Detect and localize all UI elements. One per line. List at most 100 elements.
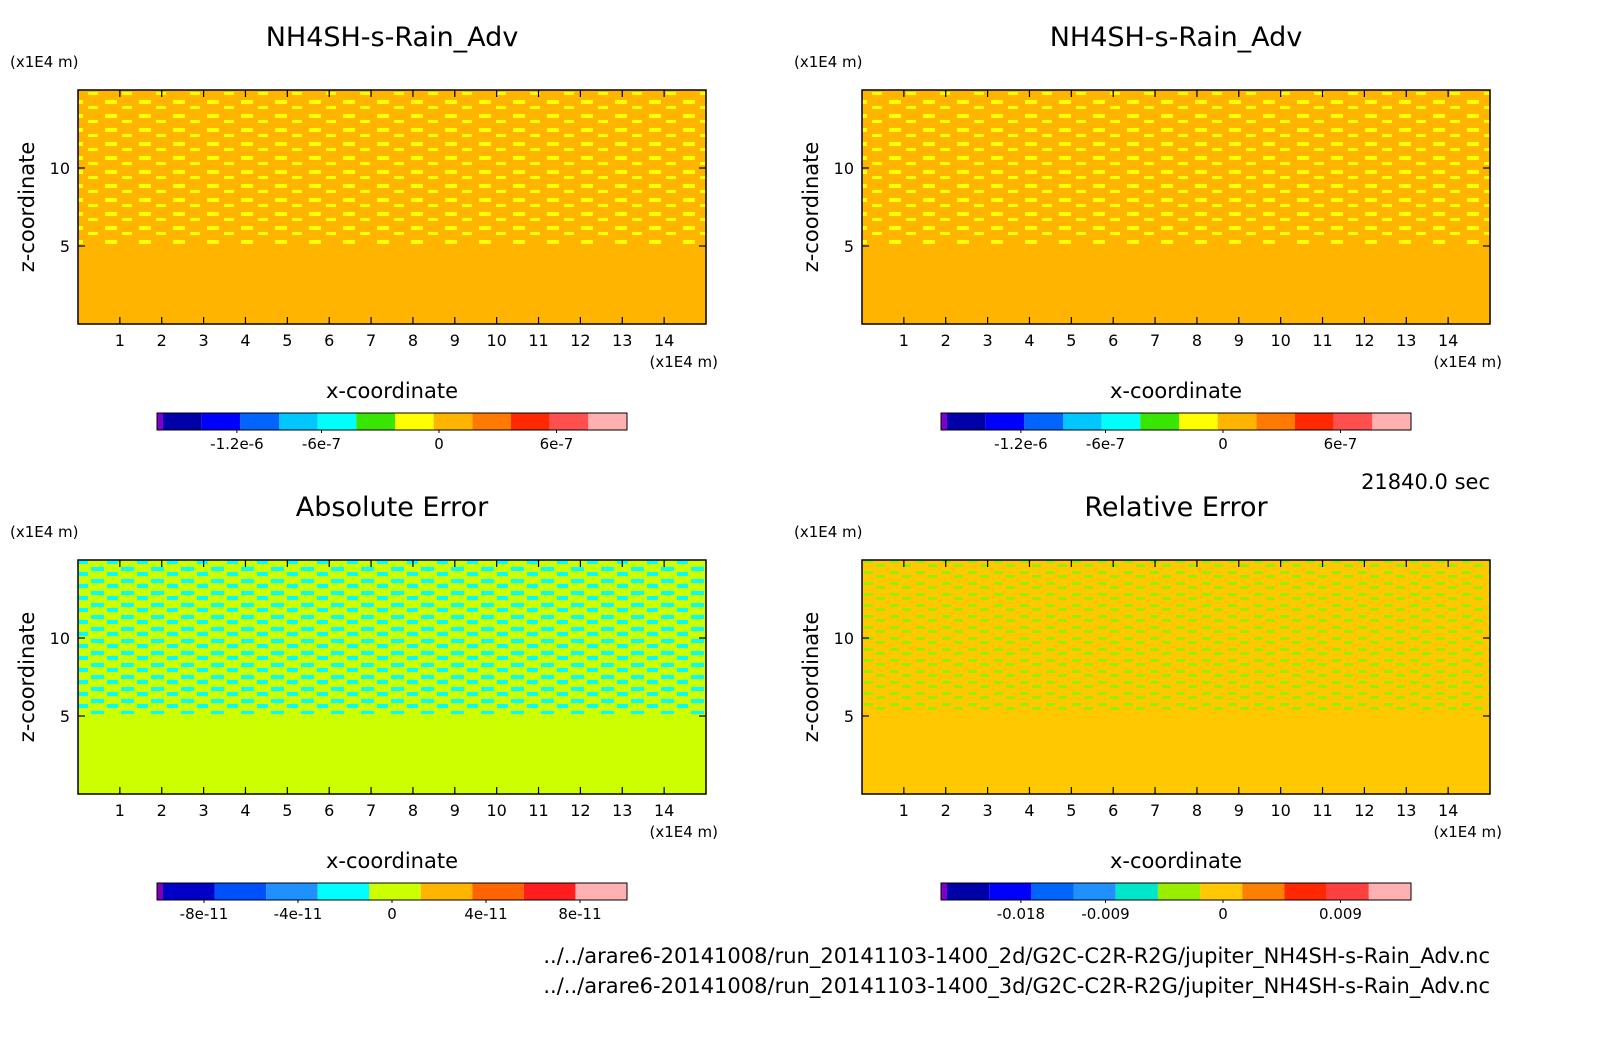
x-tick-label: 1 bbox=[899, 331, 909, 350]
y-tick-label: 5 bbox=[844, 707, 854, 726]
x-tick-label: 10 bbox=[486, 331, 506, 350]
colorbar-segment bbox=[157, 413, 163, 430]
x-tick-label: 11 bbox=[1312, 331, 1332, 350]
x-tick-label: 5 bbox=[282, 801, 292, 820]
heatmap-lower-region bbox=[862, 714, 1490, 794]
x-tick-label: 11 bbox=[1312, 801, 1332, 820]
x-tick-label: 6 bbox=[324, 331, 334, 350]
time-label: 21840.0 sec bbox=[1361, 470, 1490, 494]
colorbar-segment bbox=[1368, 883, 1411, 900]
panel-2: NH4SH-s-Rain_Adv(x1E4 m)1 2 3 4 5 6 7 8 9 10 11 12 1… bbox=[794, 22, 1502, 453]
x-tick-label: 2 bbox=[157, 331, 167, 350]
colorbar-segment bbox=[1101, 413, 1141, 430]
panel-4: Relative Error(x1E4 m)1 2 3 4 5 6 7 8 9 10 11 12 13 1… bbox=[794, 492, 1502, 923]
colorbar-tick-label: 8e-11 bbox=[558, 905, 601, 923]
x-tick-label: 1 bbox=[115, 331, 125, 350]
x-tick-label: 10 bbox=[1270, 801, 1290, 820]
heatmap-lower-region bbox=[78, 244, 706, 324]
heatmap-lower-region bbox=[78, 714, 706, 794]
x-unit-label: (x1E4 m) bbox=[1433, 823, 1502, 841]
colorbar-segment bbox=[1333, 413, 1373, 430]
colorbar-tick-label: 0 bbox=[1218, 435, 1228, 453]
colorbar-segment bbox=[1115, 883, 1158, 900]
colorbar-segment bbox=[356, 413, 395, 430]
x-tick-label: 3 bbox=[983, 331, 993, 350]
colorbar-segment bbox=[240, 413, 279, 430]
colorbar-segment bbox=[511, 413, 550, 430]
y-axis-label: z-coordinate bbox=[15, 142, 39, 273]
colorbar-tick-label: -1.2e-6 bbox=[210, 435, 263, 453]
colorbar-segment bbox=[1073, 883, 1116, 900]
y-axis-label: z-coordinate bbox=[799, 142, 823, 273]
colorbar-tick-label: 0 bbox=[387, 905, 397, 923]
x-tick-label: 8 bbox=[1192, 331, 1202, 350]
panel-1: NH4SH-s-Rain_Adv(x1E4 m)1 2 3 4 5 6 7 8 9 10 11 12 1… bbox=[10, 22, 718, 453]
y-tick-label: 5 bbox=[844, 237, 854, 256]
colorbar-segment bbox=[523, 883, 576, 900]
x-tick-label: 14 bbox=[1438, 801, 1458, 820]
colorbar-segment bbox=[163, 883, 215, 900]
x-tick-label: 8 bbox=[408, 331, 418, 350]
x-tick-label: 3 bbox=[199, 331, 209, 350]
x-tick-label: 13 bbox=[1396, 801, 1416, 820]
x-tick-label: 13 bbox=[1396, 331, 1416, 350]
colorbar-segment bbox=[266, 883, 318, 900]
x-tick-label: 14 bbox=[654, 331, 674, 350]
x-tick-label: 2 bbox=[941, 801, 951, 820]
y-tick-label: 10 bbox=[50, 629, 70, 648]
x-tick-label: 4 bbox=[1024, 331, 1034, 350]
x-tick-label: 3 bbox=[983, 801, 993, 820]
colorbar-segment bbox=[588, 413, 627, 430]
colorbar-segment bbox=[947, 883, 990, 900]
colorbar-segment bbox=[985, 413, 1025, 430]
colorbar-tick-label: -6e-7 bbox=[1086, 435, 1125, 453]
y-tick-label: 10 bbox=[834, 159, 854, 178]
colorbar-segment bbox=[1140, 413, 1179, 430]
x-axis-label: x-coordinate bbox=[1110, 379, 1242, 403]
panel-title: NH4SH-s-Rain_Adv bbox=[1050, 22, 1303, 53]
colorbar-frame bbox=[940, 412, 1412, 431]
colorbar-segment bbox=[157, 883, 163, 900]
y-unit-label: (x1E4 m) bbox=[794, 523, 863, 541]
x-tick-label: 10 bbox=[486, 801, 506, 820]
colorbar-tick-label: 0 bbox=[1218, 905, 1228, 923]
x-tick-label: 13 bbox=[612, 801, 632, 820]
plot-frame bbox=[77, 559, 707, 795]
x-tick-label: 5 bbox=[282, 331, 292, 350]
colorbar-segment bbox=[1242, 883, 1285, 900]
y-unit-label: (x1E4 m) bbox=[794, 53, 863, 71]
x-tick-label: 8 bbox=[408, 801, 418, 820]
x-tick-label: 7 bbox=[366, 331, 376, 350]
colorbar-segment bbox=[472, 883, 524, 900]
colorbar-segment bbox=[941, 883, 947, 900]
x-tick-label: 1 bbox=[115, 801, 125, 820]
x-tick-label: 4 bbox=[240, 801, 250, 820]
colorbar-tick-label: -0.018 bbox=[997, 905, 1045, 923]
file-path-2d: ../../arare6-20141008/run_20141103-1400_… bbox=[543, 944, 1490, 969]
x-tick-label: 10 bbox=[1270, 331, 1290, 350]
x-unit-label: (x1E4 m) bbox=[649, 823, 718, 841]
colorbar-segment bbox=[1024, 413, 1063, 430]
x-tick-label: 9 bbox=[1234, 331, 1244, 350]
colorbar-segment bbox=[317, 883, 370, 900]
y-axis-label: z-coordinate bbox=[15, 612, 39, 743]
panel-title: Absolute Error bbox=[296, 492, 489, 523]
x-tick-label: 13 bbox=[612, 331, 632, 350]
x-tick-label: 7 bbox=[1150, 801, 1160, 820]
colorbar-tick-label: 0.009 bbox=[1319, 905, 1362, 923]
colorbar-tick-label: 6e-7 bbox=[540, 435, 574, 453]
colorbar-segment bbox=[369, 883, 421, 900]
x-tick-label: 1 bbox=[899, 801, 909, 820]
colorbar-segment bbox=[549, 413, 589, 430]
x-axis-label: x-coordinate bbox=[326, 379, 458, 403]
colorbar-segment bbox=[941, 413, 947, 430]
colorbar-segment bbox=[575, 883, 627, 900]
y-tick-label: 5 bbox=[60, 237, 70, 256]
colorbar-segment bbox=[420, 883, 473, 900]
colorbar-segment bbox=[1063, 413, 1102, 430]
colorbar-segment bbox=[1284, 883, 1327, 900]
y-tick-label: 5 bbox=[60, 707, 70, 726]
x-unit-label: (x1E4 m) bbox=[1433, 353, 1502, 371]
colorbar-segment bbox=[1372, 413, 1411, 430]
colorbar-frame bbox=[940, 882, 1412, 901]
